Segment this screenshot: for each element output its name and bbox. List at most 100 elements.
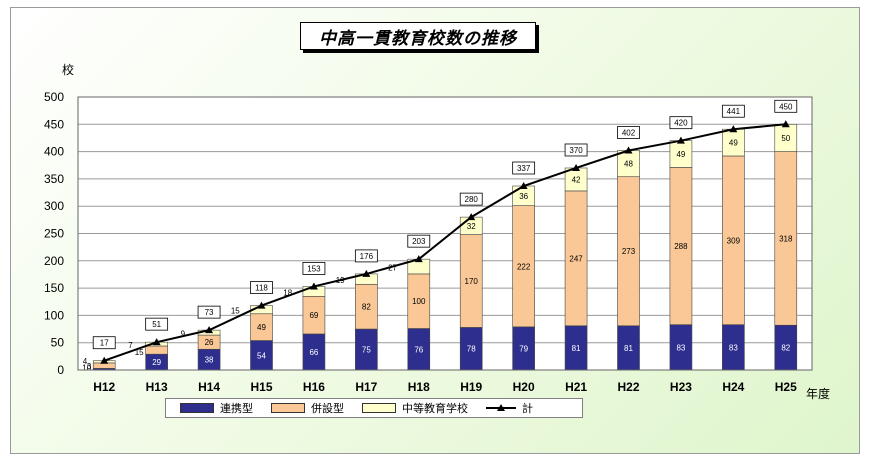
total-line-path [103,123,786,362]
total-label-box [721,104,745,118]
x-tick-label: H24 [722,380,744,394]
chart-title: 中高一貫教育校数の推移 [319,28,517,49]
y-tick-label: 100 [44,308,64,322]
x-tick-label: H20 [513,380,535,394]
x-tick-label: H23 [670,380,692,394]
bar-segment [145,345,168,355]
total-label-box [564,143,588,157]
total-label-box [250,281,273,294]
segment-data-label: 82 [781,344,790,353]
total-data-label: 402 [622,129,636,138]
total-point-marker [257,301,266,309]
segment-data-label: 273 [622,247,636,256]
x-tick-label: H25 [775,380,797,394]
segment-data-label: 318 [779,234,793,243]
y-tick-label: 250 [44,227,64,241]
segment-data-label: 49 [676,150,685,159]
segment-data-label: 38 [205,356,214,365]
total-point-marker [729,125,738,133]
segment-data-label: 81 [624,344,633,353]
y-tick-label: 350 [44,172,64,186]
total-label-box [197,305,221,319]
segment-data-label: 76 [414,345,423,354]
total-label-box [669,116,693,130]
segment-data-label: 288 [674,242,688,251]
total-label-box [92,336,116,350]
segment-data-label: 81 [572,344,581,353]
segment-data-label: 66 [309,348,318,357]
legend-item-chuto: 中等教育学校 [362,400,468,416]
total-point-marker [309,282,318,290]
segment-data-label: 19 [336,276,345,285]
segment-data-label: 32 [467,222,476,231]
x-tick-label: H13 [146,380,168,394]
legend-label-heisetsu: 併設型 [311,402,344,415]
segment-data-label: 100 [412,297,426,306]
segment-data-label: 15 [231,307,240,316]
total-point-marker [519,181,528,189]
segment-data-label: 15 [135,348,144,357]
legend-item-total: 計 [486,400,533,416]
total-point-marker [676,136,685,144]
y-tick-label: 0 [57,363,64,377]
legend: 連携型 併設型 中等教育学校 計 [165,398,583,418]
total-label-box [512,161,536,175]
total-label-box [617,126,640,139]
total-data-label: 337 [517,164,531,173]
total-point-marker [572,163,581,171]
total-point-marker [781,120,790,128]
total-point-marker [100,356,109,364]
segment-data-label: 170 [465,277,479,286]
y-tick-label: 300 [44,199,64,213]
segment-data-label: 83 [729,343,738,352]
segment-data-label: 222 [517,262,531,271]
total-data-label: 153 [307,264,321,273]
y-tick-label: 400 [44,145,64,159]
total-data-label: 176 [360,252,374,261]
segment-data-label: 50 [781,134,790,143]
y-tick-label: 150 [44,281,64,295]
segment-data-label: 49 [729,139,738,148]
segment-data-label: 42 [572,175,581,184]
total-data-label: 441 [727,107,741,116]
total-data-label: 51 [152,320,161,329]
legend-label-chuto: 中等教育学校 [402,402,468,415]
segment-data-label: 78 [467,345,476,354]
segment-data-label: 36 [519,192,528,201]
segment-data-label: 10 [82,364,91,373]
segment-data-label: 83 [676,343,685,352]
segment-data-label: 48 [624,160,633,169]
total-data-label: 450 [779,102,793,111]
total-point-marker [467,213,476,221]
segment-data-label: 79 [519,344,528,353]
x-tick-label: H19 [460,380,482,394]
segment-data-label: 4 [83,357,88,366]
y-tick-label: 500 [44,90,64,104]
total-point-marker [362,269,371,277]
total-data-label: 370 [569,146,583,155]
x-tick-label: H22 [617,380,639,394]
x-axis-label: 年度 [806,386,830,401]
total-data-label: 118 [255,284,268,293]
y-tick-label: 200 [44,254,64,268]
chart-title-box: 中高一貫教育校数の推移 [300,22,536,50]
segment-data-label: 49 [257,323,266,332]
y-tick-label: 50 [51,336,65,350]
total-label-box [354,249,378,263]
legend-line-total [486,403,516,413]
x-tick-label: H12 [93,380,115,394]
x-tick-label: H17 [355,380,377,394]
segment-data-label: 7 [128,341,133,350]
legend-swatch-heisetsu [271,403,305,413]
y-axis-label: 校 [62,62,74,77]
x-tick-label: H14 [198,380,220,394]
total-point-marker [205,326,214,334]
x-tick-label: H18 [408,380,430,394]
legend-label-total: 計 [522,402,533,415]
total-data-label: 203 [412,237,426,246]
segment-data-label: 3 [87,362,92,371]
segment-data-label: 26 [205,338,214,347]
segment-data-label: 82 [362,303,371,312]
